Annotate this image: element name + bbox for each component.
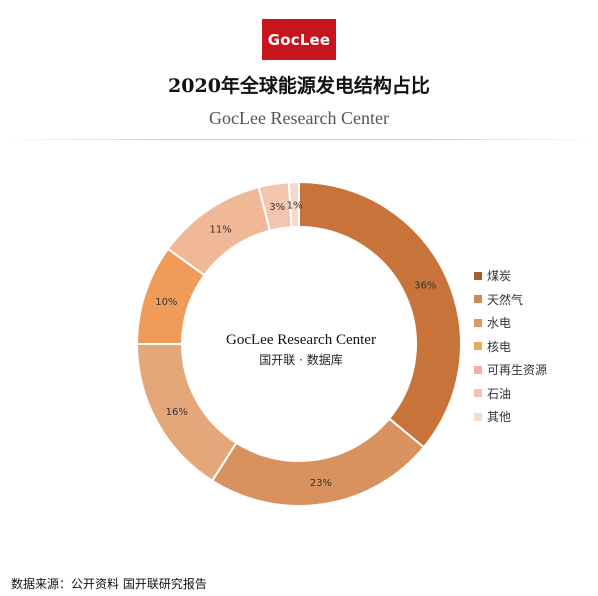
legend-item: 水电 xyxy=(474,311,547,335)
legend-swatch xyxy=(474,318,482,327)
chart-legend: 煤炭天然气水电核电可再生资源石油其他 xyxy=(474,264,547,429)
slice-value-label: 36% xyxy=(414,281,436,292)
legend-item: 煤炭 xyxy=(474,264,547,288)
legend-label: 煤炭 xyxy=(487,269,512,284)
slice-value-label: 3% xyxy=(269,202,285,213)
legend-item: 石油 xyxy=(474,382,547,406)
donut-slice xyxy=(287,180,300,229)
slice-value-label: 23% xyxy=(310,478,332,489)
chart-title: 2020年全球能源发电结构占比 xyxy=(168,75,430,97)
slice-value-label: 11% xyxy=(209,225,231,236)
slice-value-label: 1% xyxy=(287,201,303,212)
legend-swatch xyxy=(474,271,482,280)
donut-slice xyxy=(298,180,462,449)
legend-label: 可再生资源 xyxy=(487,363,548,378)
legend-label: 核电 xyxy=(487,339,512,354)
donut-slice xyxy=(210,417,426,507)
legend-item: 天然气 xyxy=(474,288,547,312)
legend-item: 核电 xyxy=(474,335,547,359)
donut-center-subtitle: 国开联 · 数据库 xyxy=(259,353,343,367)
legend-item: 其他 xyxy=(474,405,547,429)
legend-label: 天然气 xyxy=(487,292,524,307)
header-divider xyxy=(0,139,598,140)
legend-swatch xyxy=(474,365,482,374)
data-source-note: 数据来源：公开资料 国开联研究报告 xyxy=(11,577,207,591)
legend-swatch xyxy=(474,412,482,421)
chart-subtitle: GocLee Research Center xyxy=(209,108,389,128)
slice-value-label: 10% xyxy=(155,297,177,308)
legend-swatch xyxy=(474,295,482,304)
legend-label: 水电 xyxy=(487,316,512,331)
legend-label: 石油 xyxy=(487,386,512,401)
donut-slices xyxy=(135,180,462,507)
slice-value-label: 16% xyxy=(166,407,188,418)
donut-slice-labels: 36% 23% 16% 10% 11% 3% 1% xyxy=(155,201,436,489)
legend-swatch xyxy=(474,342,482,351)
donut-center-title: GocLee Research Center xyxy=(226,332,376,348)
logo-text: GocLee xyxy=(267,30,331,49)
legend-swatch xyxy=(474,389,482,398)
legend-label: 其他 xyxy=(487,410,512,425)
brand-logo: GocLee xyxy=(262,19,336,60)
legend-item: 可再生资源 xyxy=(474,358,547,382)
